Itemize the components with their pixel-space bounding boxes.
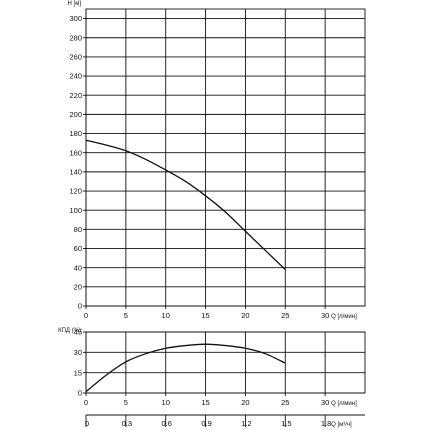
x-tick-label: 20 (241, 311, 249, 320)
y-axis-label: КПД (%) (58, 328, 81, 334)
m3h-tick-label: 0.3 (122, 419, 132, 428)
x-tick-label: 25 (281, 311, 289, 320)
m3h-tick-label: 1.8 (321, 419, 331, 428)
x-tick-label: 0 (84, 398, 88, 407)
m3h-tick-label: 0.9 (201, 419, 211, 428)
y-tick-label: 140 (69, 167, 82, 176)
y-tick-label: 45 (74, 328, 82, 337)
y-tick-label: 220 (69, 91, 82, 100)
x-tick-label: 20 (241, 398, 249, 407)
plot-frame (85, 8, 366, 307)
plot-frame (85, 331, 366, 394)
m3h-axis-label: Q [м³/ч] (331, 422, 352, 428)
y-tick-label: 0 (78, 302, 82, 311)
y-tick-label: 60 (74, 244, 82, 253)
head-chart: 0204060801001201401601802002202402602803… (68, 1, 366, 320)
m3h-axis: 0 0.3 0.6 0.9 1.2 1.5 1.8 Q [м³/ч] (85, 414, 365, 428)
y-tick-label: 20 (74, 282, 82, 291)
y-tick-label: 300 (69, 14, 82, 23)
y-tick-label: 280 (69, 33, 82, 42)
m3h-tick-label: 1.2 (241, 419, 251, 428)
x-tick-label: 10 (162, 398, 170, 407)
x-axis-label: Q [л/мин] (331, 401, 357, 407)
x-tick-label: 25 (281, 398, 289, 407)
y-axis-label: H [м] (68, 1, 82, 7)
y-tick-label: 160 (69, 148, 82, 157)
x-tick-label: 30 (321, 311, 329, 320)
y-tick-label: 0 (78, 389, 82, 398)
x-tick-label: 30 (321, 398, 329, 407)
x-tick-label: 15 (201, 398, 209, 407)
y-tick-label: 120 (69, 187, 82, 196)
x-tick-label: 0 (84, 311, 88, 320)
y-tick-label: 200 (69, 110, 82, 119)
y-tick-label: 180 (69, 129, 82, 138)
y-tick-label: 240 (69, 72, 82, 81)
y-tick-label: 260 (69, 53, 82, 62)
m3h-tick-label: 1.5 (281, 419, 291, 428)
y-tick-label: 40 (74, 263, 82, 272)
y-tick-label: 100 (69, 206, 82, 215)
x-tick-label: 10 (162, 311, 170, 320)
data-series-line (85, 343, 286, 393)
x-tick-label: 5 (124, 311, 128, 320)
y-tick-label: 30 (74, 348, 82, 357)
y-tick-label: 80 (74, 225, 82, 234)
x-axis-label: Q [л/мин] (331, 314, 357, 320)
m3h-tick-label: 0 (85, 419, 89, 428)
y-tick-label: 15 (74, 368, 82, 377)
m3h-tick-label: 0.6 (161, 419, 171, 428)
x-tick-label: 15 (201, 311, 209, 320)
data-series-line (85, 139, 286, 271)
x-tick-label: 5 (124, 398, 128, 407)
